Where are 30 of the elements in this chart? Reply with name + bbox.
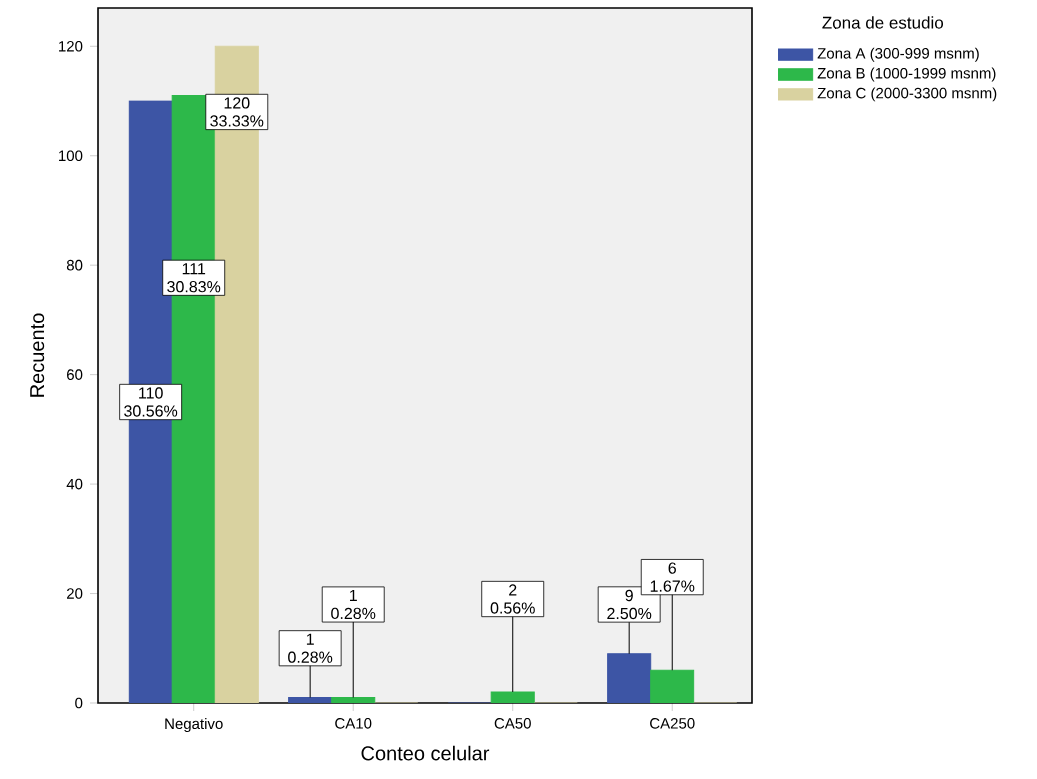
bar: [331, 697, 376, 703]
bar: [650, 669, 695, 703]
x-tick-label: Negativo: [165, 718, 223, 733]
data-label: 9 2.50%: [607, 589, 652, 620]
x-tick-label: CA50: [494, 718, 531, 729]
bar: [288, 697, 333, 703]
x-tick-label: CA10: [335, 718, 372, 729]
y-tick-label: 20: [67, 588, 83, 599]
legend-label: Zona A (300-999 msnm): [817, 47, 979, 62]
legend-label: Zona B (1000-1999 msnm): [817, 67, 996, 82]
y-tick-label: 60: [67, 369, 83, 380]
y-tick-label: 120: [59, 40, 83, 52]
y-axis-title: Recuento: [30, 313, 45, 397]
legend-label: Zona C (2000-3300 msnm): [817, 87, 997, 102]
data-label: 1 0.28%: [331, 589, 376, 620]
data-label: 111 30.83%: [167, 263, 221, 293]
x-tick-label: CA250: [650, 718, 695, 729]
legend-title: Zona de estudio: [822, 16, 944, 29]
x-axis-title: Conteo celular: [361, 745, 490, 761]
bar: [490, 691, 535, 703]
data-label: 110 30.56%: [124, 387, 178, 417]
y-tick-label: 0: [75, 697, 83, 709]
y-tick-label: 80: [66, 259, 83, 271]
data-label: 2 0.56%: [490, 584, 535, 614]
data-label: 1 0.28%: [288, 633, 333, 663]
bar: [607, 653, 652, 703]
data-label: 120 33.33%: [210, 97, 264, 127]
y-tick-label: 40: [66, 478, 83, 490]
data-label: 6 1.67%: [650, 562, 695, 592]
y-tick-label: 100: [59, 150, 83, 162]
